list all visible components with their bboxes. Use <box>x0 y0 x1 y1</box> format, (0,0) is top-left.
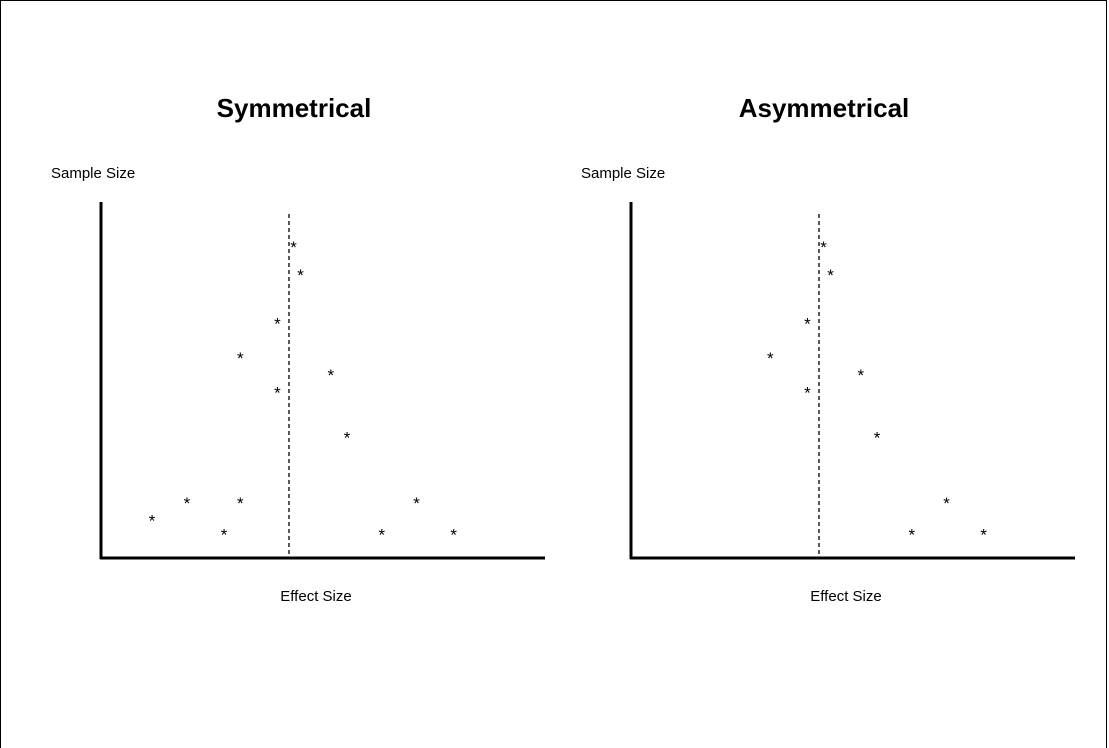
data-point-4: * <box>274 384 281 403</box>
y-axis-label: Sample Size <box>581 165 665 182</box>
data-point-9: * <box>237 494 244 513</box>
data-point-7: * <box>908 525 915 544</box>
data-point-6: * <box>874 428 881 447</box>
data-point-12: * <box>413 494 420 513</box>
data-point-4: * <box>804 384 811 403</box>
data-point-8: * <box>184 494 191 513</box>
x-axis-label: Effect Size <box>810 588 881 605</box>
data-point-9: * <box>980 525 987 544</box>
data-point-6: * <box>344 428 351 447</box>
data-point-10: * <box>221 525 228 544</box>
data-point-3: * <box>767 349 774 368</box>
data-point-7: * <box>149 512 156 531</box>
data-point-1: * <box>827 266 834 285</box>
asymmetrical-panel: Asymmetrical Sample Size Effect Size ***… <box>581 93 1075 605</box>
data-point-3: * <box>237 349 244 368</box>
data-point-2: * <box>274 314 281 333</box>
data-points: ********** <box>767 238 987 544</box>
data-point-11: * <box>378 525 385 544</box>
chart-title: Symmetrical <box>217 93 372 123</box>
symmetrical-panel: Symmetrical Sample Size Effect Size ****… <box>51 93 545 605</box>
data-point-0: * <box>820 238 827 257</box>
data-point-1: * <box>297 266 304 285</box>
data-points: ********* ** *** <box>149 238 458 544</box>
chart-title: Asymmetrical <box>739 93 910 123</box>
data-point-5: * <box>327 366 334 385</box>
y-axis-label: Sample Size <box>51 165 135 182</box>
data-point-2: * <box>804 314 811 333</box>
data-point-8: * <box>943 494 950 513</box>
data-point-13: * <box>450 525 457 544</box>
x-axis-label: Effect Size <box>280 588 351 605</box>
data-point-5: * <box>857 366 864 385</box>
data-point-0: * <box>290 238 297 257</box>
